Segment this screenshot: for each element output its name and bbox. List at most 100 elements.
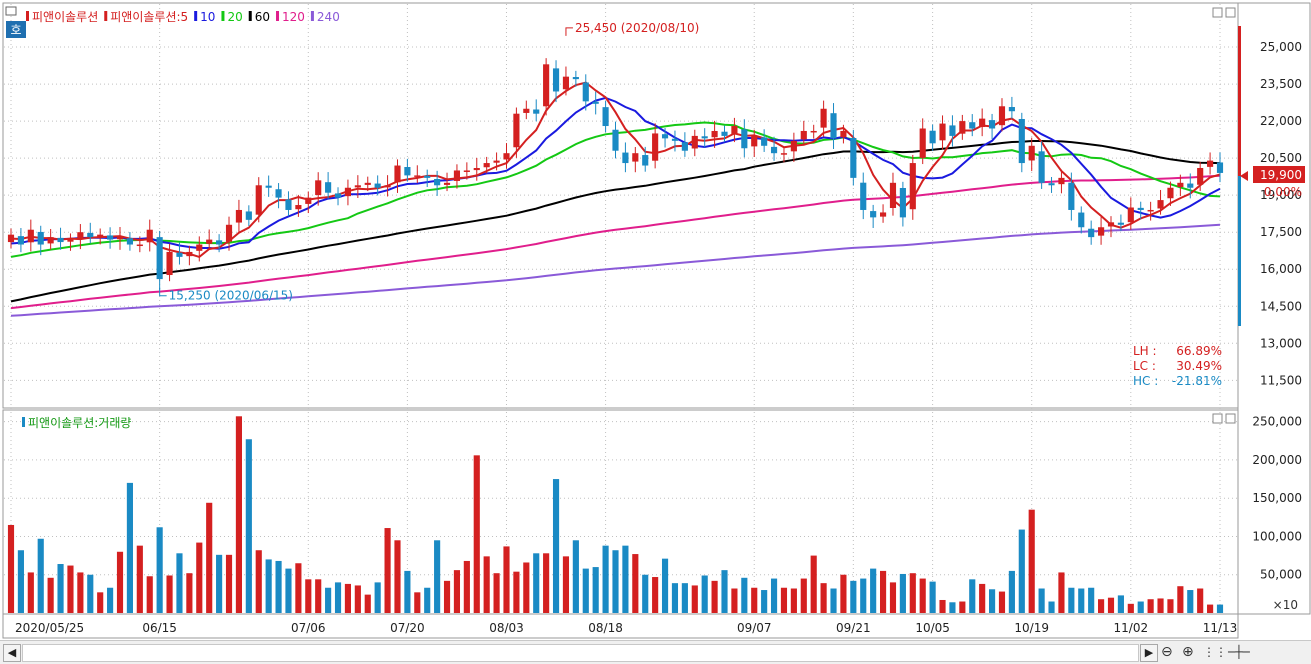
volume-bar xyxy=(434,540,441,613)
candle-body xyxy=(453,170,461,181)
candle-body xyxy=(1216,162,1224,173)
price-range-up-bar xyxy=(1238,26,1241,176)
volume-legend-label[interactable]: 피앤이솔루션:거래량 xyxy=(28,416,131,430)
volume-bar xyxy=(285,568,292,613)
price-panel-close-icon[interactable] xyxy=(1225,7,1236,18)
candle-body xyxy=(473,168,480,171)
candle-body xyxy=(582,82,589,102)
price-panel-restore-icon[interactable] xyxy=(1212,7,1223,18)
legend-label[interactable]: 20 xyxy=(227,10,242,24)
volume-bar xyxy=(1098,599,1105,613)
zoom-out-icon[interactable]: ⊖ xyxy=(1161,644,1173,660)
volume-bar xyxy=(404,570,411,613)
volume-bar xyxy=(176,553,183,613)
candle-body xyxy=(265,185,272,188)
annotation-label: 15,250 (2020/06/15) xyxy=(169,289,293,303)
scroll-right-button[interactable]: ▶ xyxy=(1140,644,1158,662)
volume-bar xyxy=(1177,586,1184,613)
zoom-in-icon[interactable]: ⊕ xyxy=(1182,644,1194,660)
date-tick-label: 09/07 xyxy=(737,621,772,635)
volume-panel-close-icon[interactable] xyxy=(1225,413,1236,424)
volume-bar xyxy=(17,550,24,613)
candle-body xyxy=(57,237,64,243)
candle-body xyxy=(998,106,1006,126)
candle-body xyxy=(1088,228,1095,238)
volume-bar xyxy=(741,577,748,613)
mode-button-label: 호 xyxy=(10,23,21,37)
candle-body xyxy=(186,251,193,257)
volume-bar xyxy=(245,439,252,613)
volume-bar xyxy=(1068,587,1075,613)
volume-bar xyxy=(414,592,421,613)
current-price-value: 19,900 xyxy=(1260,168,1302,182)
price-tick-label: 13,000 xyxy=(1260,336,1302,350)
candle-body xyxy=(929,130,936,144)
candle-body xyxy=(661,134,669,139)
legend-swatch xyxy=(310,11,314,21)
candle-body xyxy=(1107,222,1115,227)
volume-bar xyxy=(949,602,956,613)
candle-body xyxy=(652,133,659,161)
mode-button[interactable] xyxy=(6,21,26,38)
candle-body xyxy=(146,229,153,243)
price-tick-label: 16,000 xyxy=(1260,262,1302,276)
volume-bar xyxy=(156,527,163,613)
candle-body xyxy=(1058,177,1065,185)
candle-body xyxy=(741,129,748,149)
volume-bar xyxy=(1197,588,1204,613)
candle-body xyxy=(572,77,579,80)
volume-tick-label: 250,000 xyxy=(1252,415,1302,429)
volume-bar xyxy=(37,538,44,613)
stat-lc-value: 30.49% xyxy=(1176,359,1222,373)
zoom-slider-icon[interactable]: ─┼─ xyxy=(1228,645,1250,659)
candle-body xyxy=(503,153,510,160)
annotation-leader xyxy=(565,27,573,36)
volume-bar xyxy=(1117,595,1124,613)
chart-canvas[interactable]: 25,000 23,500 22,000 20,500 19,000 17,500 16,0… xyxy=(0,0,1311,640)
volume-bar xyxy=(473,455,480,613)
volume-bar xyxy=(761,590,768,613)
price-tick-label: 14,500 xyxy=(1260,299,1302,313)
legend-label[interactable]: 240 xyxy=(317,10,340,24)
legend-label[interactable]: 120 xyxy=(282,10,305,24)
candle-body xyxy=(493,160,500,163)
volume-bar xyxy=(225,554,233,613)
candle-body xyxy=(879,212,887,217)
volume-bar xyxy=(1038,588,1045,613)
legend-label[interactable]: 피앤이솔루션:5 xyxy=(110,10,188,24)
volume-panel-restore-icon[interactable] xyxy=(1212,413,1223,424)
volume-bar xyxy=(602,545,609,613)
volume-bar xyxy=(354,585,361,613)
volume-bar xyxy=(1127,603,1134,613)
legend-swatch xyxy=(248,11,252,21)
volume-bar xyxy=(691,585,698,613)
volume-bar xyxy=(1207,604,1214,613)
candle-body xyxy=(67,239,74,242)
ma-line-5 xyxy=(10,81,1221,259)
candle-body xyxy=(136,244,143,247)
volume-bar xyxy=(899,573,906,613)
volume-bars xyxy=(7,416,1224,613)
horizontal-scrollbar[interactable] xyxy=(22,644,1139,662)
volume-bar xyxy=(919,578,926,613)
volume-bar xyxy=(969,579,976,613)
volume-bar xyxy=(1147,599,1154,613)
legend-swatch xyxy=(26,11,29,21)
volume-bar xyxy=(721,570,728,613)
volume-bar xyxy=(47,577,54,613)
scroll-left-button[interactable]: ◀ xyxy=(3,644,21,662)
stat-hc-label: HC : xyxy=(1133,374,1158,388)
legend-label[interactable]: 60 xyxy=(255,10,270,24)
legend-label[interactable]: 10 xyxy=(200,10,215,24)
fit-all-icon[interactable]: ⋮⋮ xyxy=(1203,645,1227,659)
legend-label[interactable]: 피앤이솔루션 xyxy=(32,10,98,24)
volume-bar xyxy=(1216,604,1224,613)
volume-bar xyxy=(483,556,490,613)
panel-menu-icon[interactable] xyxy=(5,6,17,16)
candle-body xyxy=(830,113,837,139)
price-tick-label: 20,500 xyxy=(1260,151,1302,165)
candle-body xyxy=(850,138,857,178)
candle-body xyxy=(860,182,867,210)
price-legend[interactable]: 피앤이솔루션 피앤이솔루션:5 10 20 60 120 240 xyxy=(26,10,340,24)
volume-bar xyxy=(711,580,718,613)
